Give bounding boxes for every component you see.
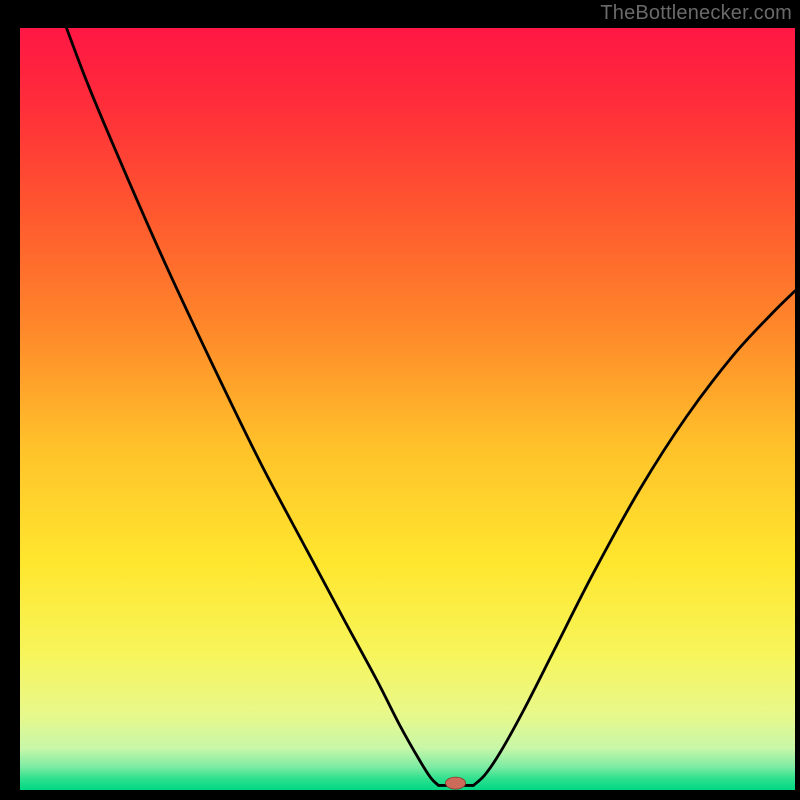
min-marker — [446, 777, 466, 789]
plot-area — [20, 28, 795, 790]
chart-container: TheBottlenecker.com — [0, 0, 800, 800]
plot-svg — [0, 0, 800, 800]
watermark-text: TheBottlenecker.com — [600, 2, 792, 25]
